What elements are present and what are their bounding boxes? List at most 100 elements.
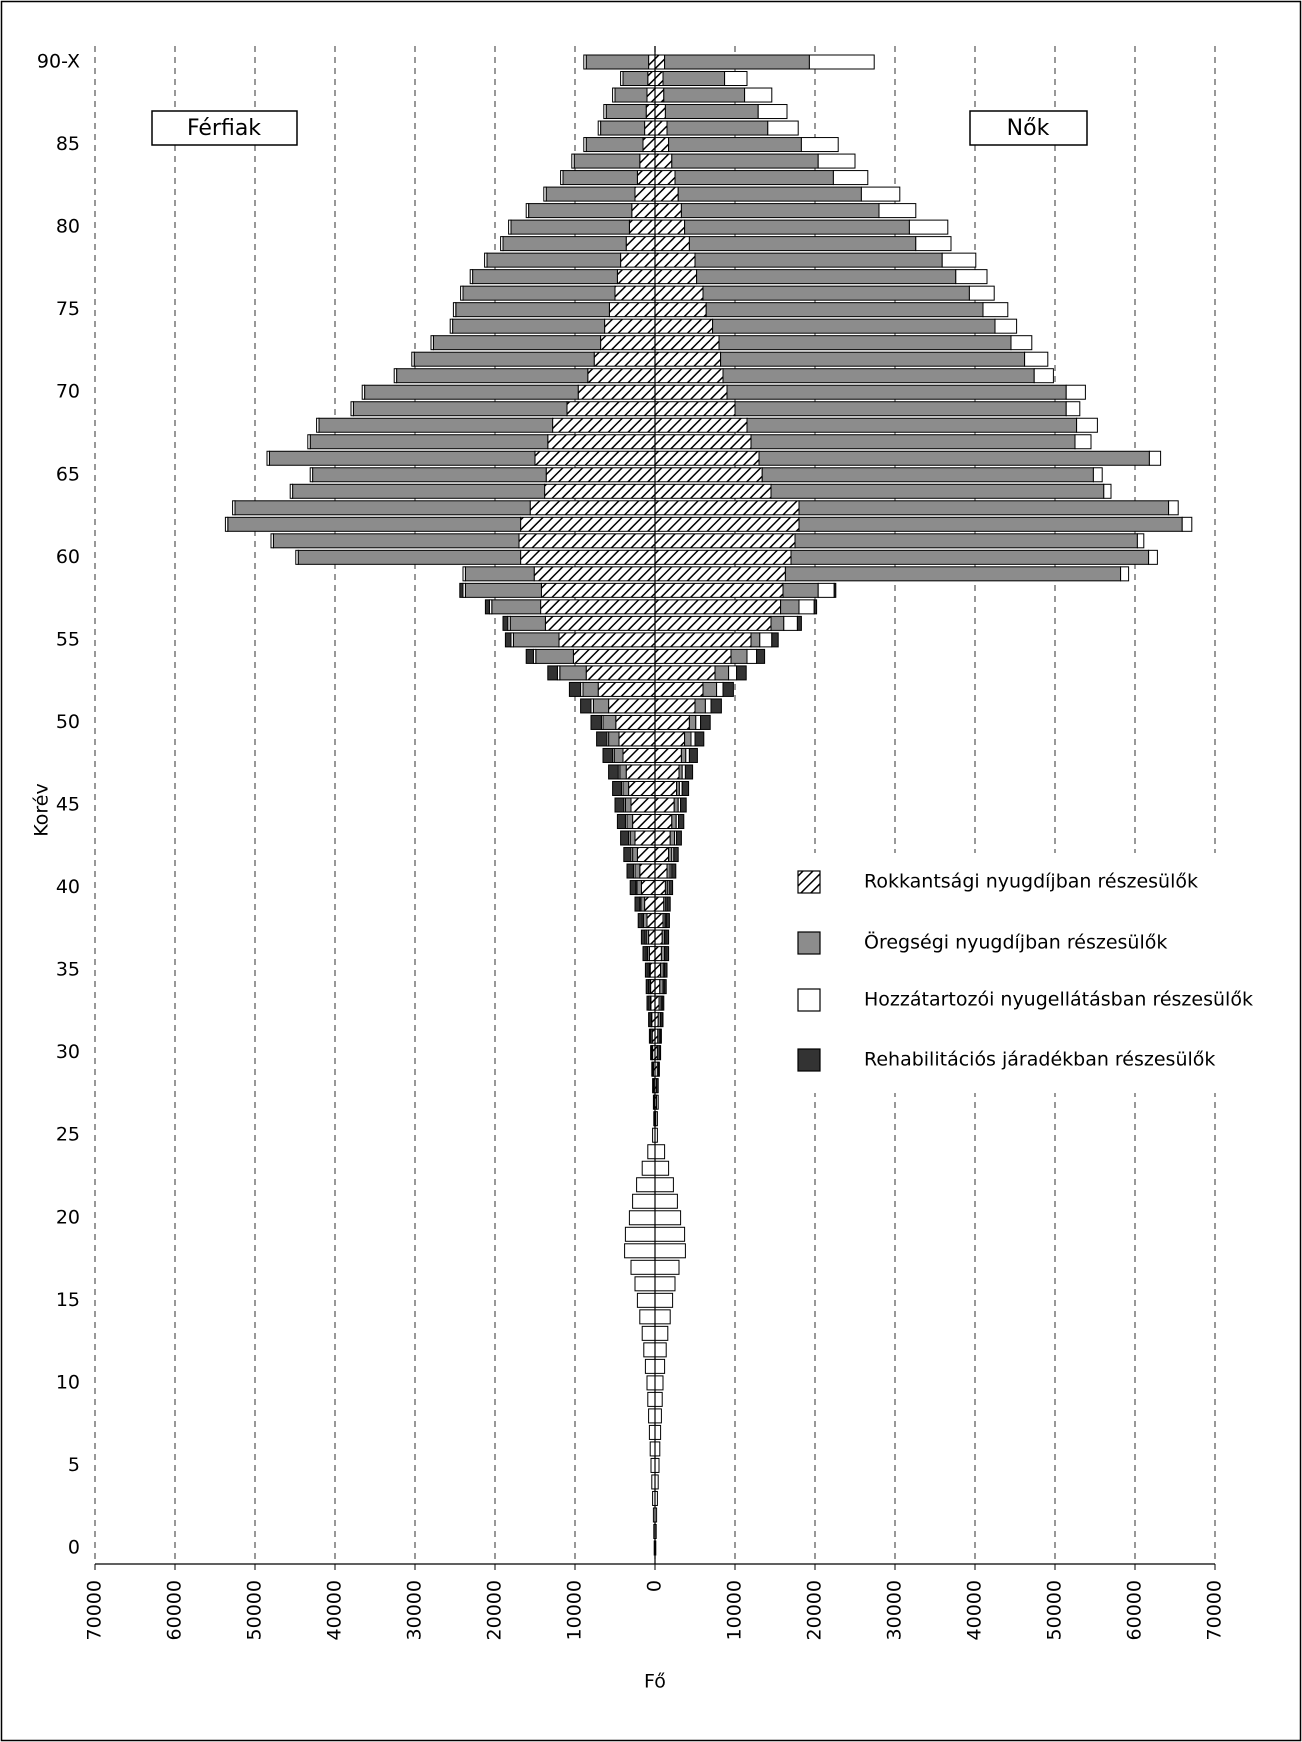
bar-men: [577, 384, 656, 400]
bar-women: [654, 797, 675, 813]
y-tick-label: 40: [56, 876, 80, 898]
bar-women: [718, 335, 1012, 351]
bar-women: [654, 186, 679, 202]
bar-men: [636, 880, 642, 896]
bar-men: [502, 615, 509, 631]
bar-women: [654, 483, 772, 499]
bar-men: [640, 896, 646, 912]
bar-women: [654, 665, 716, 681]
bar-men: [396, 368, 589, 384]
x-tick-label: 70000: [84, 1580, 106, 1640]
bar-men: [504, 632, 512, 648]
bar-women: [654, 1160, 670, 1176]
bar-men: [650, 1045, 652, 1061]
bar-men: [602, 747, 614, 763]
bar-women: [654, 1226, 686, 1242]
bar-men: [624, 1243, 656, 1259]
bar-men: [545, 467, 656, 483]
bar-women: [796, 615, 802, 631]
y-tick-label: 75: [56, 298, 80, 320]
bar-women: [955, 269, 988, 285]
bar-women: [680, 203, 880, 219]
bar-men: [432, 335, 602, 351]
x-tick-label: 60000: [1124, 1580, 1146, 1640]
bar-men: [644, 1358, 656, 1374]
bar-women: [654, 401, 736, 417]
bar-women: [654, 1391, 663, 1407]
y-tick-label: 80: [56, 216, 80, 238]
bar-men: [648, 54, 656, 70]
bar-men: [646, 87, 656, 103]
bar-women: [671, 863, 677, 879]
bar-women: [746, 417, 1078, 433]
bar-women: [736, 665, 747, 681]
bar-men: [597, 681, 656, 697]
bar-women: [757, 104, 788, 120]
bar-women: [654, 929, 663, 945]
bar-men: [452, 318, 606, 334]
bar-men: [634, 186, 656, 202]
bar-women: [654, 814, 673, 830]
bar-men: [460, 285, 464, 301]
bar-women: [654, 1309, 671, 1325]
bar-men: [636, 170, 656, 186]
bar-men: [603, 104, 607, 120]
bar-women: [654, 252, 696, 268]
bar-women: [684, 764, 694, 780]
bar-women: [714, 665, 730, 681]
bar-men: [573, 153, 641, 169]
bar-women: [654, 219, 686, 235]
bar-women: [654, 615, 772, 631]
bar-men: [645, 104, 656, 120]
bar-women: [696, 269, 957, 285]
bar-men: [649, 1441, 656, 1457]
bar-men: [630, 1259, 656, 1275]
y-tick-label: 65: [56, 463, 80, 485]
bar-women: [690, 731, 696, 747]
bar-women: [663, 979, 667, 995]
x-axis-title: Fő: [644, 1671, 666, 1693]
bar-men: [585, 137, 644, 153]
bar-men: [644, 120, 656, 136]
bar-men: [268, 450, 536, 466]
right-label: Nők: [1007, 116, 1050, 141]
bar-men: [292, 483, 546, 499]
bar-men: [630, 797, 656, 813]
bar-men: [568, 681, 582, 697]
bar-women: [654, 302, 707, 318]
bar-women: [750, 434, 1076, 450]
bar-men: [618, 731, 656, 747]
bar-women: [798, 516, 1183, 532]
bar-women: [654, 681, 704, 697]
bar-women: [654, 467, 763, 483]
bar-men: [585, 54, 650, 70]
bar-men: [642, 137, 656, 153]
bar-women: [710, 698, 722, 714]
bar-women: [688, 236, 917, 252]
legend-label: Öregségi nyugdíjban részesülők: [864, 931, 1167, 954]
bar-men: [571, 153, 575, 169]
bar-women: [654, 318, 714, 334]
bar-men: [520, 516, 656, 532]
bar-women: [656, 1094, 659, 1110]
bar-women: [684, 219, 910, 235]
bar-men: [645, 979, 650, 995]
bar-men: [529, 500, 656, 516]
bar-men: [484, 252, 488, 268]
bar-men: [572, 648, 656, 664]
bar-women: [654, 747, 682, 763]
bar-women: [654, 1292, 674, 1308]
bar-men: [534, 450, 656, 466]
bar-women: [1148, 549, 1158, 565]
bar-women: [750, 632, 761, 648]
bar-men: [647, 1144, 656, 1160]
y-tick-label: 50: [56, 711, 80, 733]
bar-men: [648, 946, 656, 962]
bar-women: [724, 71, 748, 87]
bar-men: [318, 417, 554, 433]
bar-women: [784, 566, 1122, 582]
bar-men: [593, 351, 656, 367]
bar-men: [512, 632, 560, 648]
bar-men: [608, 731, 620, 747]
bar-men: [312, 467, 547, 483]
